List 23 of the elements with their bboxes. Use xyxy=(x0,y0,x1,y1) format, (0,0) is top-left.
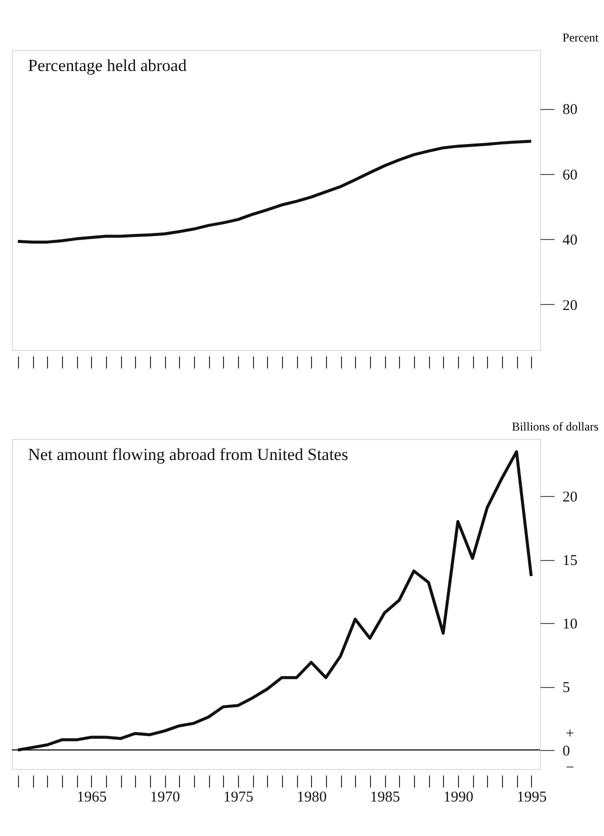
y-tick-label: 10 xyxy=(562,616,578,633)
y-tick-label: 20 xyxy=(562,298,578,314)
y-tick-label: 80 xyxy=(562,102,578,118)
line-series xyxy=(16,140,533,244)
text: − xyxy=(566,760,574,776)
chart-title: Percentage held abroad xyxy=(28,56,188,75)
y-tick-label: 20 xyxy=(562,490,578,506)
x-tick-label: 1990 xyxy=(443,790,474,806)
y-axis-title: Billions of dollars xyxy=(512,420,599,434)
chart-title: Net amount flowing abroad from United States xyxy=(28,445,348,464)
y-axis-title: Percent xyxy=(562,30,600,44)
y-tick-label: 5 xyxy=(562,680,570,696)
x-tick-label: 1980 xyxy=(296,790,327,806)
y-tick-label: 0 xyxy=(562,743,570,760)
y-tick-label: 15 xyxy=(562,553,578,570)
x-tick-label: 1970 xyxy=(150,790,180,806)
x-tick-label: 1965 xyxy=(76,790,107,806)
y-tick-label: 60 xyxy=(562,167,578,184)
text: + xyxy=(566,726,574,742)
x-tick-label: 1995 xyxy=(516,790,547,806)
x-tick-label: 1985 xyxy=(370,790,400,806)
x-tick-label: 1975 xyxy=(223,790,254,806)
y-tick-label: 40 xyxy=(562,232,578,249)
